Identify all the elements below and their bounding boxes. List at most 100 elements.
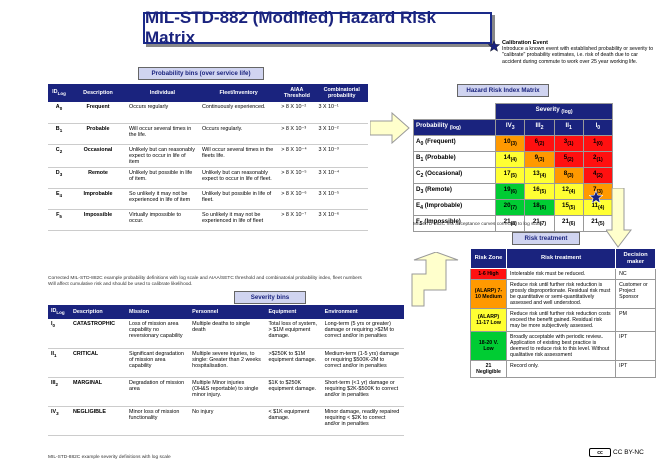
- sev-mission: Minor loss of mission functionality: [126, 406, 190, 436]
- matrix-column-header: I0: [582, 119, 614, 136]
- table-row: I0 CATASTROPHIC Loss of mission area capab…: [48, 319, 404, 349]
- prob-combinatorial: 3 X 10⁻⁴: [315, 167, 368, 190]
- table-row: C2 Occasional Unlikely but can reasonably …: [48, 144, 368, 169]
- matrix-corner: [413, 103, 496, 120]
- prob-header-aiaa: AIAA Threshold: [278, 84, 316, 102]
- prob-id: A0: [48, 102, 70, 124]
- matrix-cell: 20(7): [495, 199, 526, 216]
- matrix-cell: 11(4): [582, 199, 614, 216]
- page-title: MIL-STD-882 (Modified) Hazard Risk Matri…: [143, 8, 492, 47]
- treat-header-treatment: Risk treatment: [505, 248, 617, 269]
- severity-footnote: MIL-STD-882C example severity definition…: [48, 455, 171, 460]
- treat-zone: (ALARP) 7-10 Medium: [470, 279, 507, 309]
- prob-id: D3: [48, 167, 70, 190]
- severity-table: IDLog Description Mission Personnel Equi…: [48, 305, 404, 436]
- probability-bins-title: Probability bins (over service life): [138, 67, 264, 80]
- prob-id: E4: [48, 188, 70, 211]
- sev-equipment: >$250K to $1M equipment damage.: [265, 348, 322, 378]
- sev-environment: Medium-term (1-5 yrs) damage or requirin…: [321, 348, 404, 378]
- matrix-row-label: D3 (Remote): [412, 183, 497, 200]
- prob-description: Remote: [70, 167, 126, 190]
- prob-individual: Will occur several times in the life.: [126, 123, 199, 145]
- matrix-cell: 13(4): [524, 167, 555, 184]
- matrix-cell: 15(5): [553, 199, 584, 216]
- matrix-cell: 2(1): [582, 151, 614, 168]
- prob-fleet: Unlikely but can reasonably expect to oc…: [198, 167, 279, 190]
- prob-combinatorial: 3 X 10⁻⁵: [315, 188, 368, 211]
- sev-id: II1: [48, 348, 70, 378]
- matrix-cell: 6(2): [524, 135, 555, 152]
- prob-aiaa: > 8 X 10⁻³: [278, 123, 316, 145]
- calibration-text: Introduce a known event with established…: [502, 46, 654, 65]
- arrow-prob-to-matrix-icon: [370, 112, 410, 144]
- prob-individual: Occurs regularly: [126, 102, 199, 124]
- prob-id: C2: [48, 144, 70, 169]
- prob-individual: So unlikely it may not be experienced in…: [126, 188, 199, 211]
- sev-environment: Short-term (<1 yr) damage or requiring $…: [321, 377, 404, 407]
- matrix-title: Hazard Risk Index Matrix: [457, 84, 549, 97]
- prob-fleet: Occurs regularly.: [198, 123, 279, 145]
- prob-combinatorial: 3 X 10⁻²: [315, 123, 368, 145]
- sev-description: CRITICAL: [70, 348, 126, 378]
- calibration-note: Calibration Event Introduce a known even…: [488, 40, 658, 65]
- treat-decision: IPT: [615, 331, 656, 361]
- matrix-row: A0 (Frequent) 10(3) 6(2) 3(1) 1(0): [412, 135, 614, 152]
- matrix-cell: 21(8): [495, 215, 526, 232]
- treat-text: Reduce risk until further risk reduction…: [505, 279, 617, 309]
- calibration-star-icon: [589, 190, 603, 204]
- treat-text: Record only.: [505, 360, 617, 378]
- table-row: E4 Improbable So unlikely it may not be ex…: [48, 188, 368, 211]
- severity-bins-title: Severity bins: [234, 291, 306, 304]
- prob-combinatorial: 3 X 10⁻⁶: [315, 209, 368, 232]
- sev-personnel: Multiple deaths to single death: [189, 319, 266, 349]
- matrix-row: E4 (Improbable) 20(7) 18(6) 15(5) 11(4): [412, 199, 614, 216]
- risk-matrix: Severity (log) Probability (log) IV3 III2…: [412, 103, 614, 232]
- prob-aiaa: > 8 X 10⁻⁴: [278, 144, 316, 169]
- prob-aiaa: > 8 X 10⁻⁵: [278, 167, 316, 190]
- sev-environment: Minor damage, readily repaired requiring…: [321, 406, 404, 436]
- prob-description: Occasional: [70, 144, 126, 169]
- treat-decision: PM: [615, 308, 656, 332]
- prob-id: F5: [48, 209, 70, 232]
- calibration-title: Calibration Event: [502, 40, 549, 46]
- table-row: (ALARP) 7-10 Medium Reduce risk until fur…: [470, 279, 656, 309]
- probability-footnote: Corrected MIL-STD-882C example probabili…: [48, 276, 362, 287]
- prob-combinatorial: 3 X 10⁻¹: [315, 102, 368, 124]
- sev-header-environment: Environment: [321, 305, 404, 319]
- prob-aiaa: > 8 X 10⁻⁶: [278, 188, 316, 211]
- arrow-severity-to-matrix-icon: [411, 252, 459, 307]
- prob-header-individual: Individual: [126, 84, 199, 102]
- matrix-cell: 21(6): [553, 215, 584, 232]
- table-row: IV3 NEGLIGIBLE Minor loss of mission funct…: [48, 406, 404, 436]
- table-row: III2 MARGINAL Degradation of mission area M…: [48, 377, 404, 407]
- arrow-matrix-to-treatment-icon: [606, 188, 632, 248]
- table-row: II1 CRITICAL Significant degradation of mi…: [48, 348, 404, 378]
- sev-description: MARGINAL: [70, 377, 126, 407]
- matrix-severity-header: Severity (log): [495, 103, 613, 120]
- prob-description: Probable: [70, 123, 126, 145]
- table-row: 1-6 High Intolerable risk must be reduced…: [470, 268, 656, 280]
- sev-header-id: IDLog: [48, 305, 70, 319]
- matrix-footnote: MIL-STD-882C risk acceptance curves corr…: [413, 222, 544, 227]
- prob-header-fleet: Fleet/Inventory: [198, 84, 279, 102]
- sev-personnel: Multiple severe injuries, to single: Gre…: [189, 348, 266, 378]
- star-icon: [488, 40, 500, 52]
- matrix-row-label: F5 (Impossible): [412, 215, 497, 232]
- matrix-cell: 3(1): [553, 135, 584, 152]
- treat-text: Intolerable risk must be reduced.: [505, 268, 617, 280]
- matrix-cell: 12(4): [553, 183, 584, 200]
- prob-individual: Unlikely but can reasonably expect to oc…: [126, 144, 199, 169]
- matrix-cell: 1(0): [582, 135, 614, 152]
- risk-treatment-table: Risk Zone Risk treatment Decision maker …: [470, 248, 656, 378]
- matrix-row-label: E4 (Improbable): [412, 199, 497, 216]
- sev-description: CATASTROPHIC: [70, 319, 126, 349]
- table-row: F5 Impossible Virtually impossible to occu…: [48, 209, 368, 232]
- sev-mission: Significant degradation of mission area …: [126, 348, 190, 378]
- sev-personnel: Multiple Minor injuries (OH&S reportable…: [189, 377, 266, 407]
- prob-header-description: Description: [70, 84, 126, 102]
- prob-fleet: Continuously experienced.: [198, 102, 279, 124]
- sev-equipment: < $1K equipment damage.: [265, 406, 322, 436]
- matrix-cell: 8(3): [553, 167, 584, 184]
- sev-header-personnel: Personnel: [189, 305, 266, 319]
- sev-mission: Degradation of mission area: [126, 377, 190, 407]
